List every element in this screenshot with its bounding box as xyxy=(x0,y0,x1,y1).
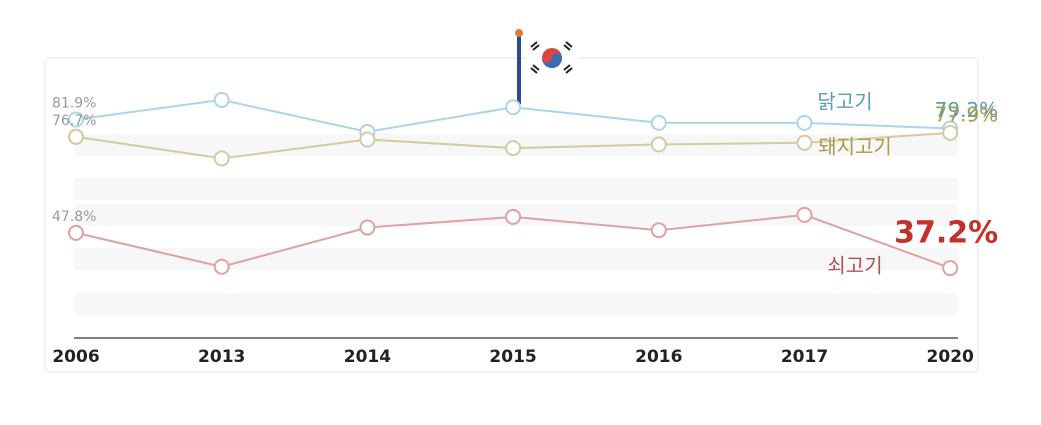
point xyxy=(650,114,667,131)
series-name: 쇠고기 xyxy=(827,254,882,278)
point xyxy=(505,208,522,225)
x-tick-label: 2013 xyxy=(198,347,245,367)
flag-icon xyxy=(515,29,579,104)
point xyxy=(650,222,667,239)
point xyxy=(359,219,376,236)
series-name: 닭고기 xyxy=(817,90,872,114)
point xyxy=(505,140,522,157)
point xyxy=(68,224,84,241)
x-tick-label: 2016 xyxy=(635,347,682,367)
point xyxy=(213,258,230,275)
point xyxy=(213,91,230,108)
value-label: 77.9% xyxy=(935,102,999,126)
value-label: 47.8% xyxy=(52,209,96,225)
x-tick-label: 2017 xyxy=(781,347,828,367)
point xyxy=(505,99,522,116)
point xyxy=(68,111,84,128)
value-label: 37.2% xyxy=(894,216,998,251)
point xyxy=(213,150,230,167)
point xyxy=(942,124,959,141)
value-label: 81.9% xyxy=(52,96,96,112)
point xyxy=(942,260,959,277)
value-label: 76.7% xyxy=(52,113,96,129)
value-label: 79.2% xyxy=(935,98,999,122)
x-tick-label: 2014 xyxy=(344,347,391,367)
point xyxy=(650,136,667,153)
point xyxy=(796,114,813,131)
x-tick-label: 2006 xyxy=(52,347,99,367)
point xyxy=(796,206,813,223)
series-name: 돼지고기 xyxy=(818,135,892,159)
x-tick-label: 2020 xyxy=(927,347,974,367)
x-tick-label: 2015 xyxy=(489,347,536,367)
point xyxy=(796,134,813,151)
point xyxy=(359,131,376,148)
point xyxy=(68,128,84,145)
